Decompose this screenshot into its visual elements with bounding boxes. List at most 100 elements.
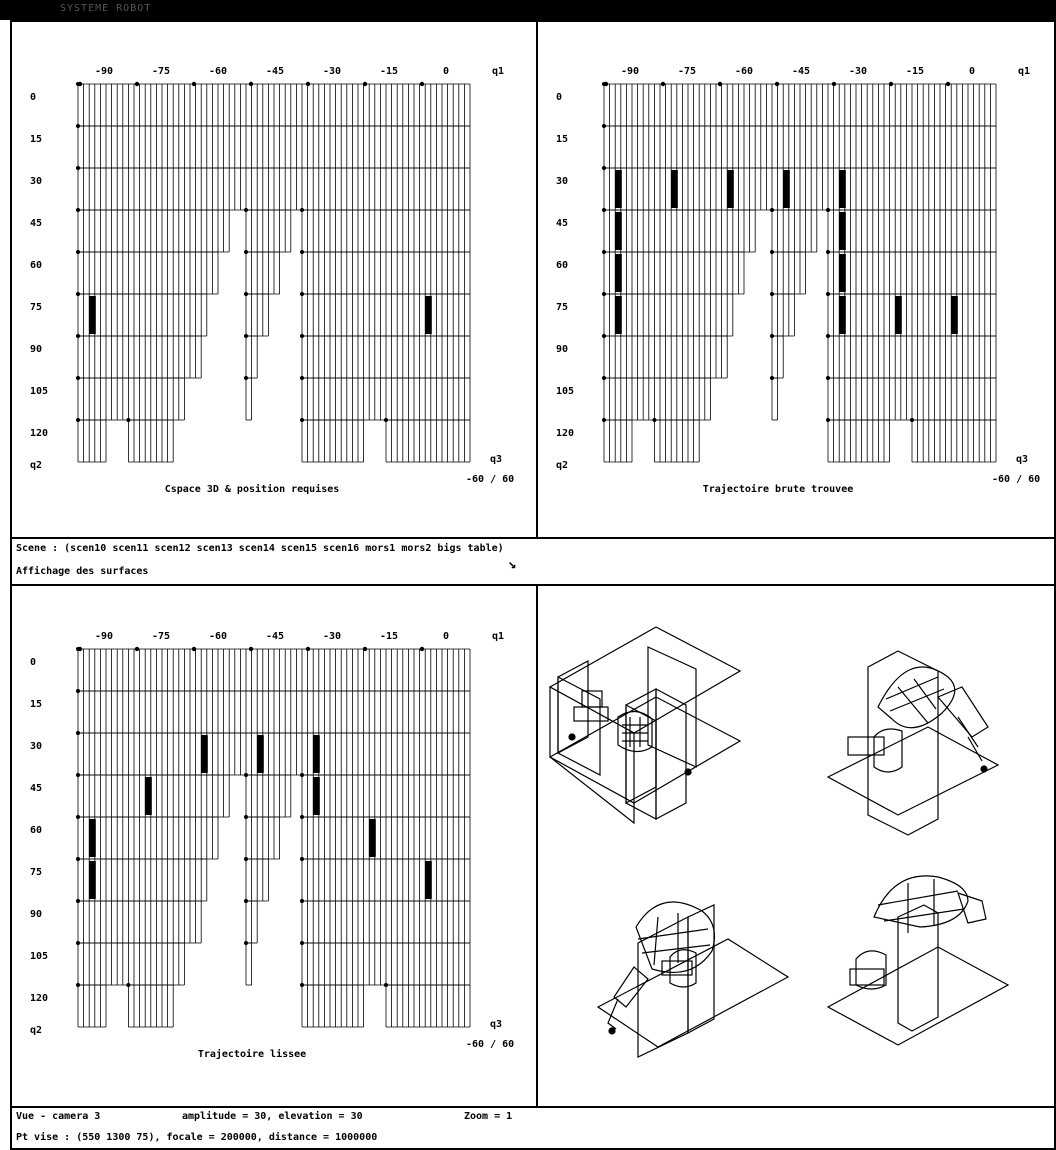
window-title: SYSTEME ROBOT bbox=[60, 3, 152, 14]
grid-node bbox=[299, 249, 304, 254]
cspace-grid bbox=[76, 646, 471, 1028]
cursor-arrow-icon: ↘ bbox=[508, 556, 517, 572]
grid-node bbox=[299, 417, 304, 422]
grid-node bbox=[769, 207, 774, 212]
path-cell bbox=[313, 777, 320, 815]
grid-node bbox=[248, 646, 254, 652]
grid-node bbox=[76, 689, 81, 694]
path-cell bbox=[425, 861, 432, 899]
path-cell bbox=[615, 254, 622, 292]
path-cell bbox=[89, 861, 96, 899]
msg-bottom-border bbox=[10, 584, 1056, 586]
q1-axis-label: q1 bbox=[1018, 66, 1030, 77]
panel-caption: Trajectoire lissee bbox=[198, 1048, 306, 1060]
grid-node bbox=[602, 375, 607, 380]
grid-node bbox=[243, 772, 248, 777]
grid-node bbox=[299, 291, 304, 296]
grid-node bbox=[76, 940, 81, 945]
q2-tick-label: 75 bbox=[556, 302, 568, 313]
q2-tick-label: 15 bbox=[556, 134, 568, 145]
q1-tick-label: -45 bbox=[266, 631, 284, 642]
grid-node bbox=[888, 81, 894, 87]
grid-node bbox=[76, 291, 81, 296]
q2-tick-label: 105 bbox=[30, 951, 48, 962]
q2-tick-label: 45 bbox=[30, 783, 42, 794]
q2-tick-label: 0 bbox=[556, 92, 562, 103]
q1-tick-label: -90 bbox=[95, 631, 113, 642]
msg-top-border bbox=[10, 537, 1056, 539]
grid-node bbox=[419, 81, 425, 87]
grid-node bbox=[76, 982, 81, 987]
q3-axis-label: q3 bbox=[1016, 454, 1028, 465]
q1-tick-label: -15 bbox=[380, 631, 398, 642]
q2-tick-label: 0 bbox=[30, 92, 36, 103]
grid-node bbox=[825, 333, 830, 338]
grid-node bbox=[717, 81, 723, 87]
grid-node bbox=[299, 207, 304, 212]
q2-axis-label: q2 bbox=[30, 1025, 42, 1036]
grid-node bbox=[825, 207, 830, 212]
grid-node bbox=[76, 898, 81, 903]
q3-range-label: -60 / 60 bbox=[992, 474, 1040, 485]
q3-axis-label: q3 bbox=[490, 454, 502, 465]
grid-node bbox=[243, 249, 248, 254]
q1-tick-label: -75 bbox=[678, 66, 696, 77]
q3-axis-label: q3 bbox=[490, 1019, 502, 1030]
q2-tick-label: 15 bbox=[30, 699, 42, 710]
robot-view-1 bbox=[548, 626, 742, 825]
q1-tick-label: -60 bbox=[209, 631, 227, 642]
grid-node bbox=[77, 81, 83, 87]
path-cell bbox=[783, 170, 790, 208]
q1-tick-label: 0 bbox=[443, 631, 449, 642]
grid-node bbox=[774, 81, 780, 87]
path-cell bbox=[839, 170, 846, 208]
grid-node bbox=[602, 249, 607, 254]
q1-axis-label: q1 bbox=[492, 66, 504, 77]
grid-node bbox=[383, 982, 388, 987]
path-cell bbox=[615, 296, 622, 334]
q1-tick-label: -60 bbox=[209, 66, 227, 77]
path-cell bbox=[89, 296, 96, 334]
q2-axis-label: q2 bbox=[30, 460, 42, 471]
path-cell bbox=[615, 212, 622, 250]
grid-node bbox=[299, 772, 304, 777]
grid-node bbox=[769, 291, 774, 296]
grid-node bbox=[76, 730, 81, 735]
path-cell bbox=[615, 170, 622, 208]
grid-node bbox=[602, 417, 607, 422]
path-cell bbox=[257, 735, 264, 773]
grid-node bbox=[305, 646, 311, 652]
cspace-panel-required: -90 -75 -60 -45 -30 -15 0 q1 0 15 30 45 60 75 90 105 120… bbox=[30, 66, 514, 495]
q2-tick-label: 75 bbox=[30, 302, 42, 313]
panel-caption: Cspace 3D & position requises bbox=[165, 483, 340, 495]
q1-tick-label: -15 bbox=[906, 66, 924, 77]
grid-node bbox=[76, 249, 81, 254]
grid-node bbox=[248, 81, 254, 87]
q3-range-label: -60 / 60 bbox=[466, 1039, 514, 1050]
robot-3d-views bbox=[548, 626, 1010, 1058]
grid-node bbox=[383, 417, 388, 422]
q1-tick-label: -90 bbox=[621, 66, 639, 77]
q2-tick-label: 120 bbox=[556, 428, 574, 439]
grid-node bbox=[243, 898, 248, 903]
grid-node bbox=[243, 333, 248, 338]
path-cell bbox=[727, 170, 734, 208]
q2-tick-label: 75 bbox=[30, 867, 42, 878]
q2-tick-label: 120 bbox=[30, 993, 48, 1004]
grid-node bbox=[299, 982, 304, 987]
q2-tick-label: 105 bbox=[30, 386, 48, 397]
robot-view-4 bbox=[826, 875, 1010, 1046]
path-cell bbox=[369, 819, 376, 857]
path-cell bbox=[839, 212, 846, 250]
cspace-panel-raw-trajectory: -90 -75 -60 -45 -30 -15 0 q1 0 15 30 45 60 75 90 105 120… bbox=[556, 66, 1040, 495]
path-cell bbox=[145, 777, 152, 815]
status-amplitude: amplitude = 30, elevation = 30 bbox=[182, 1111, 363, 1122]
q2-tick-label: 105 bbox=[556, 386, 574, 397]
q2-tick-label: 45 bbox=[556, 218, 568, 229]
grid-node bbox=[652, 417, 657, 422]
grid-node bbox=[243, 375, 248, 380]
q1-tick-label: -75 bbox=[152, 66, 170, 77]
grid-node bbox=[76, 375, 81, 380]
path-cell bbox=[839, 296, 846, 334]
q1-tick-label: 0 bbox=[443, 66, 449, 77]
